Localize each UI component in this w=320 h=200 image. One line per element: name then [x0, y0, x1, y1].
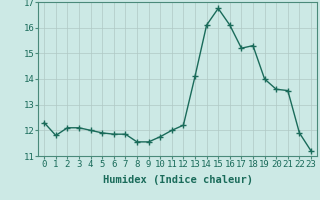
X-axis label: Humidex (Indice chaleur): Humidex (Indice chaleur) [103, 175, 252, 185]
